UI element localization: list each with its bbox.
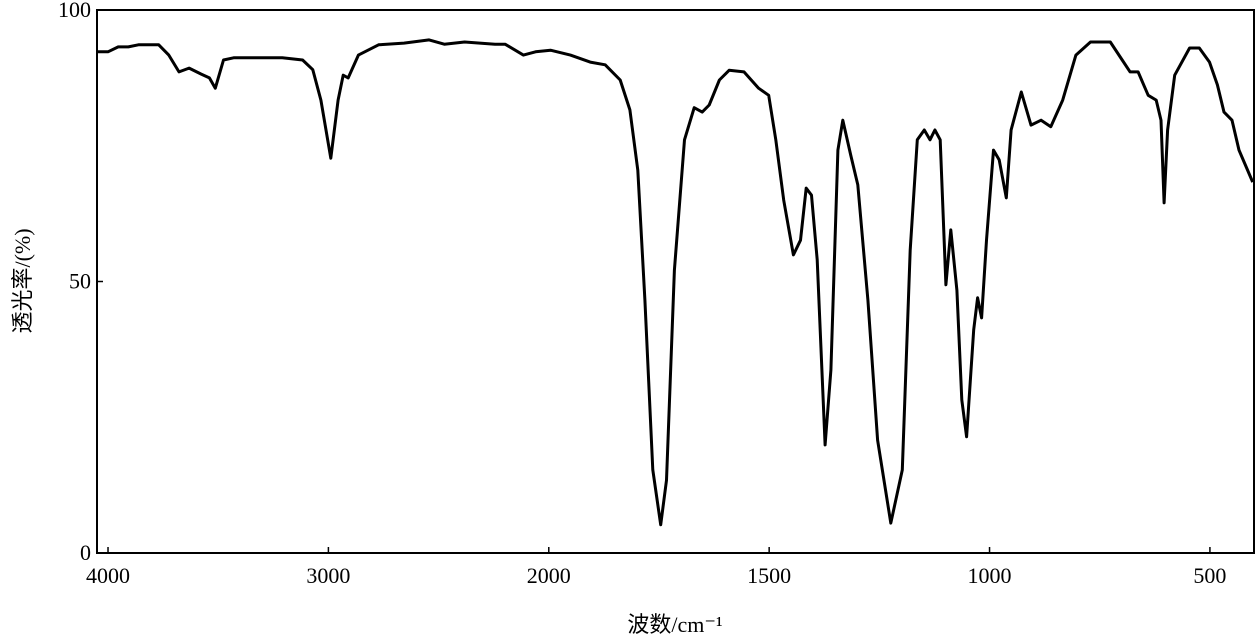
plot-frame	[96, 9, 1255, 554]
spectrum-line	[97, 38, 1255, 527]
y-axis-label: 透光率/(%)	[10, 228, 35, 333]
x-tick-label: 1500	[747, 563, 791, 588]
x-tick-label: 3000	[306, 563, 350, 588]
x-tick-label: 1000	[968, 563, 1012, 588]
y-tick-label: 0	[80, 540, 91, 565]
x-tick-label: 500	[1193, 563, 1226, 588]
y-tick-label: 50	[69, 269, 91, 294]
x-tick-label: 4000	[86, 563, 130, 588]
y-tick-label: 100	[58, 0, 91, 22]
x-tick-label: 2000	[527, 563, 571, 588]
x-axis-label: 波数/cm⁻¹	[627, 612, 722, 637]
